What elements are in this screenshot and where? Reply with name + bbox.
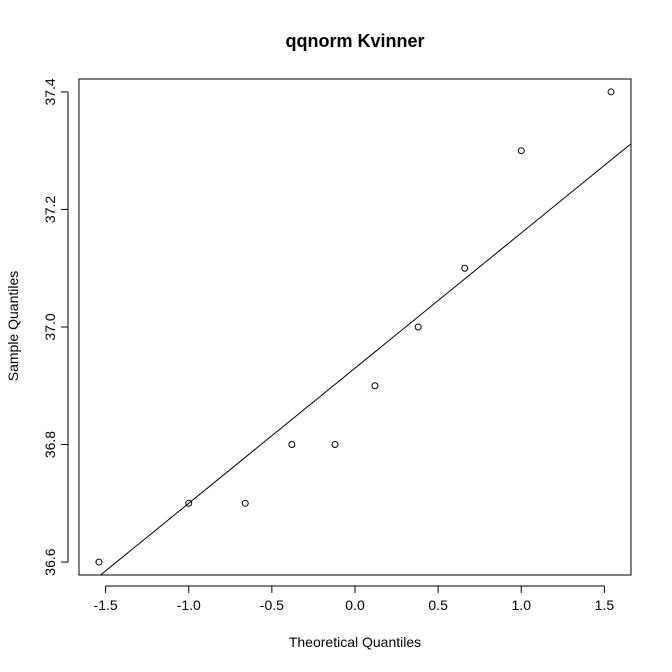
x-tick-label: -0.5 bbox=[260, 597, 284, 613]
plot-frame bbox=[78, 78, 632, 576]
x-tick-label: 1.5 bbox=[595, 597, 615, 613]
x-tick-label: 0.0 bbox=[345, 597, 365, 613]
x-axis-label: Theoretical Quantiles bbox=[289, 634, 421, 650]
data-point bbox=[95, 558, 103, 566]
data-point bbox=[517, 147, 525, 155]
y-tick-label: 36.8 bbox=[42, 431, 58, 458]
data-point bbox=[371, 382, 379, 390]
chart-title: qqnorm Kvinner bbox=[285, 31, 424, 51]
y-tick-label: 37.4 bbox=[42, 78, 58, 105]
plot-marks: -1.5 -1.0 -0.5 0.0 0.5 1.0 1.5 36.6 36.8 37.0 37.2… bbox=[42, 78, 632, 613]
data-point bbox=[607, 88, 615, 96]
data-point bbox=[288, 441, 296, 449]
data-point bbox=[414, 323, 422, 331]
data-point bbox=[185, 499, 193, 507]
x-tick-label: 1.0 bbox=[512, 597, 532, 613]
reference-line bbox=[100, 143, 632, 576]
y-tick-label: 37.2 bbox=[42, 196, 58, 223]
x-tick-label: -1.5 bbox=[94, 597, 118, 613]
y-tick-label: 36.6 bbox=[42, 548, 58, 575]
x-tick-label: -1.0 bbox=[177, 597, 201, 613]
data-point bbox=[331, 441, 339, 449]
x-tick-label: 0.5 bbox=[428, 597, 448, 613]
y-tick-label: 37.0 bbox=[42, 313, 58, 340]
y-axis-label: Sample Quantiles bbox=[5, 271, 21, 382]
data-point bbox=[241, 499, 249, 507]
data-point bbox=[461, 264, 469, 272]
